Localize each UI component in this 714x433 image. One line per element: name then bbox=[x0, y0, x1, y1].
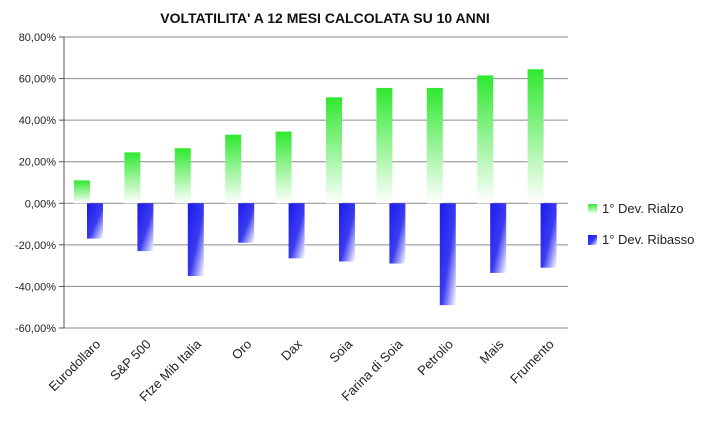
bar-ribasso bbox=[439, 203, 456, 306]
bar-rialzo bbox=[174, 148, 191, 204]
y-tick-label: 20,00% bbox=[19, 157, 57, 169]
x-category-label: Dax bbox=[278, 336, 305, 363]
x-category-label: Oro bbox=[229, 337, 255, 363]
bar-ribasso bbox=[540, 203, 557, 268]
x-category-label: Eurodollaro bbox=[46, 337, 104, 395]
bar-ribasso bbox=[288, 203, 305, 259]
bar-rialzo bbox=[275, 131, 292, 204]
bar-ribasso bbox=[187, 203, 204, 277]
y-tick-label: 80,00% bbox=[19, 32, 57, 44]
x-category-label: Petrolio bbox=[414, 337, 456, 379]
legend-label: 1° Dev. Rialzo bbox=[602, 201, 684, 216]
bar-rialzo bbox=[225, 134, 242, 204]
bar-ribasso bbox=[339, 203, 355, 262]
y-tick-label: -60,00% bbox=[15, 323, 56, 335]
bar-rialzo bbox=[527, 69, 544, 204]
y-tick-label: -40,00% bbox=[15, 281, 56, 293]
legend: 1° Dev. Rialzo 1° Dev. Ribasso bbox=[588, 201, 694, 247]
bar-rialzo bbox=[426, 87, 443, 204]
bar-rialzo bbox=[74, 180, 90, 204]
bar-rialzo bbox=[326, 97, 342, 204]
x-category-label: Frumento bbox=[507, 337, 557, 387]
chart-title: VOLTATILITA' A 12 MESI CALCOLATA SU 10 A… bbox=[160, 10, 489, 26]
bar-rialzo bbox=[124, 152, 141, 204]
x-category-label: Mais bbox=[477, 336, 507, 366]
y-tick-label: 0,00% bbox=[25, 198, 56, 210]
bar-ribasso bbox=[238, 203, 255, 243]
x-category-label: Soia bbox=[326, 336, 356, 366]
bar-rialzo bbox=[477, 75, 494, 204]
bars bbox=[74, 69, 557, 306]
bar-ribasso bbox=[490, 203, 507, 273]
y-tick-label: 60,00% bbox=[19, 74, 57, 86]
bar-ribasso bbox=[87, 203, 103, 239]
legend-swatch bbox=[588, 235, 597, 245]
x-category-label: S&P 500 bbox=[107, 337, 154, 384]
legend-swatch bbox=[588, 204, 597, 214]
bar-ribasso bbox=[137, 203, 154, 252]
legend-label: 1° Dev. Ribasso bbox=[602, 232, 694, 247]
y-tick-label: -20,00% bbox=[15, 240, 56, 252]
bar-ribasso bbox=[389, 203, 406, 264]
y-tick-label: 40,00% bbox=[19, 115, 57, 127]
bar-rialzo bbox=[376, 87, 393, 204]
